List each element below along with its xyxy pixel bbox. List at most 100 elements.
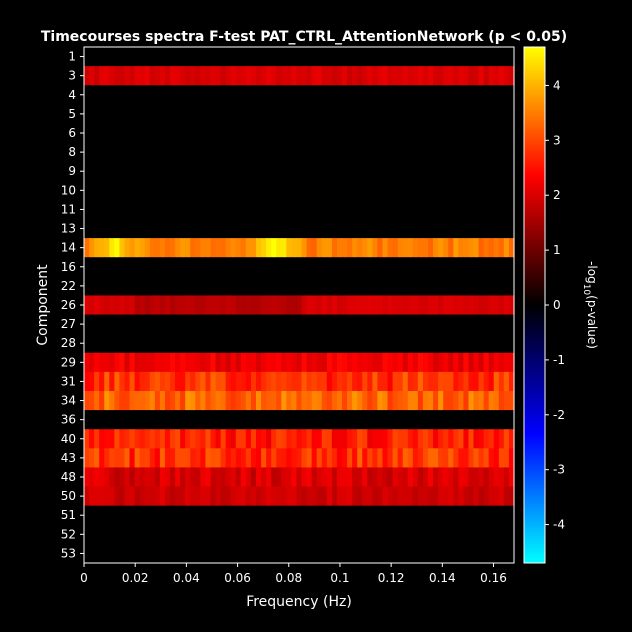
heatmap-cell bbox=[84, 85, 90, 105]
heatmap-cell bbox=[250, 142, 257, 163]
heatmap-cell bbox=[412, 142, 419, 163]
heatmap-cell bbox=[185, 123, 191, 143]
heatmap-cell bbox=[382, 371, 389, 392]
heatmap-cell bbox=[99, 505, 105, 526]
heatmap-cell bbox=[124, 429, 131, 449]
heatmap-cell bbox=[372, 123, 379, 143]
heatmap-cell bbox=[392, 123, 399, 143]
heatmap-cell bbox=[342, 467, 348, 487]
heatmap-cell bbox=[392, 543, 399, 564]
heatmap-cell bbox=[448, 238, 454, 258]
heatmap-cell bbox=[291, 47, 298, 67]
heatmap-cell bbox=[124, 47, 131, 67]
heatmap-cell bbox=[164, 524, 171, 545]
heatmap-cell bbox=[321, 104, 328, 124]
heatmap-cell bbox=[336, 314, 343, 335]
heatmap-cell bbox=[291, 486, 298, 507]
heatmap-cell bbox=[84, 467, 90, 487]
heatmap-cell bbox=[256, 448, 262, 468]
heatmap-cell bbox=[235, 199, 242, 220]
heatmap-cell bbox=[220, 161, 227, 182]
heatmap-cell bbox=[235, 123, 242, 143]
heatmap-cell bbox=[256, 352, 262, 373]
heatmap-cell bbox=[448, 219, 454, 239]
heatmap-cell bbox=[84, 161, 90, 182]
heatmap-cell bbox=[306, 142, 313, 163]
heatmap-cell bbox=[352, 66, 358, 86]
heatmap-cell bbox=[473, 47, 480, 67]
heatmap-cell bbox=[458, 85, 465, 105]
heatmap-cell bbox=[397, 238, 404, 258]
heatmap-cell bbox=[342, 486, 348, 507]
heatmap-cell bbox=[417, 505, 424, 526]
heatmap-cell bbox=[438, 104, 444, 124]
heatmap-cell bbox=[493, 47, 500, 67]
heatmap-cell bbox=[478, 257, 485, 277]
heatmap-cell bbox=[276, 391, 282, 411]
heatmap-cell bbox=[266, 66, 272, 86]
heatmap-cell bbox=[387, 142, 394, 163]
heatmap-cell bbox=[473, 429, 480, 449]
heatmap-cell bbox=[412, 391, 419, 411]
heatmap-cell bbox=[281, 505, 287, 526]
heatmap-cell bbox=[291, 410, 298, 430]
heatmap-cell bbox=[362, 429, 368, 449]
heatmap-cell bbox=[175, 314, 181, 335]
heatmap-cell bbox=[478, 543, 485, 564]
heatmap-cell bbox=[458, 123, 465, 143]
heatmap-cell bbox=[190, 391, 196, 411]
heatmap-cell bbox=[205, 486, 212, 507]
heatmap-cell bbox=[321, 199, 328, 220]
heatmap-cell bbox=[139, 257, 146, 277]
heatmap-cell bbox=[382, 142, 389, 163]
heatmap-cell bbox=[443, 123, 449, 143]
heatmap-cell bbox=[301, 161, 308, 182]
heatmap-cell bbox=[458, 333, 465, 354]
heatmap-cell bbox=[336, 505, 343, 526]
heatmap-cell bbox=[443, 448, 449, 468]
heatmap-cell bbox=[139, 85, 146, 105]
heatmap-cell bbox=[458, 238, 465, 258]
heatmap-cell bbox=[235, 47, 242, 67]
heatmap-cell bbox=[311, 219, 318, 239]
heatmap-cell bbox=[352, 199, 358, 220]
heatmap-cell bbox=[422, 219, 429, 239]
heatmap-cell bbox=[412, 295, 419, 315]
heatmap-cell bbox=[296, 180, 303, 201]
heatmap-cell bbox=[443, 371, 449, 392]
y-tick-label: 28 bbox=[61, 336, 76, 350]
heatmap-cell bbox=[240, 448, 247, 468]
heatmap-cell bbox=[347, 295, 353, 315]
heatmap-cell bbox=[109, 448, 115, 468]
heatmap-cell bbox=[503, 161, 510, 182]
heatmap-cell bbox=[422, 180, 429, 201]
heatmap-cell bbox=[508, 47, 515, 67]
heatmap-cell bbox=[342, 199, 348, 220]
heatmap-cell bbox=[261, 104, 267, 124]
heatmap-cell bbox=[200, 104, 207, 124]
heatmap-cell bbox=[483, 238, 490, 258]
heatmap-cell bbox=[326, 352, 333, 373]
heatmap-cell bbox=[205, 104, 212, 124]
heatmap-cell bbox=[458, 391, 465, 411]
heatmap-cell bbox=[458, 543, 465, 564]
heatmap-cell bbox=[357, 85, 363, 105]
heatmap-cell bbox=[84, 142, 90, 163]
heatmap-cell bbox=[286, 410, 293, 430]
heatmap-cell bbox=[321, 524, 328, 545]
heatmap-cell bbox=[473, 66, 480, 86]
heatmap-cell bbox=[99, 429, 105, 449]
heatmap-cell bbox=[493, 410, 500, 430]
heatmap-cell bbox=[159, 180, 166, 201]
heatmap-cell bbox=[448, 180, 454, 201]
heatmap-cell bbox=[422, 524, 429, 545]
heatmap-cell bbox=[89, 391, 95, 411]
heatmap-cell bbox=[473, 505, 480, 526]
heatmap-cell bbox=[139, 429, 146, 449]
heatmap-cell bbox=[240, 199, 247, 220]
heatmap-cell bbox=[159, 391, 166, 411]
heatmap-cell bbox=[99, 257, 105, 277]
heatmap-cell bbox=[498, 543, 505, 564]
heatmap-cell bbox=[240, 219, 247, 239]
